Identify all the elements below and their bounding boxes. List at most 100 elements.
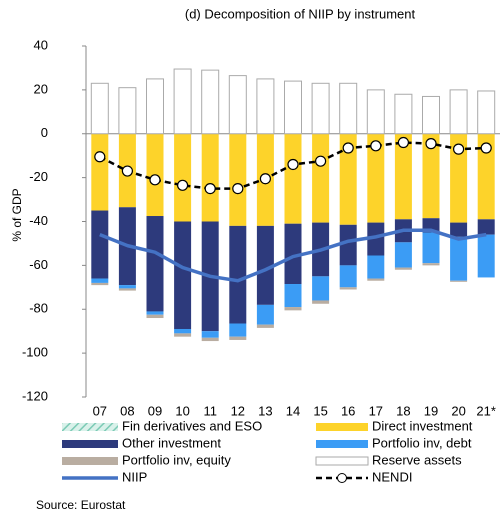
legend-label: Fin derivatives and ESO: [122, 418, 262, 433]
bar-segment: [450, 236, 468, 281]
bar-segment: [229, 323, 247, 337]
bar-segment: [146, 314, 164, 319]
source: Source: Eurostat: [36, 498, 126, 512]
bar-segment: [91, 282, 109, 286]
bar-segment: [367, 222, 385, 256]
legend-swatch: [316, 423, 368, 431]
bar-segment: [450, 280, 468, 282]
legend-swatch: [62, 457, 118, 465]
line-marker: [370, 140, 382, 152]
line-marker: [315, 155, 327, 167]
y-tick-label: -20: [29, 169, 48, 184]
bar-segment: [284, 133, 302, 224]
x-tick-label: 08: [120, 403, 134, 418]
x-tick-label: 09: [148, 403, 162, 418]
bar-segment: [256, 324, 274, 328]
bar-segment: [312, 300, 330, 304]
line-marker: [287, 158, 299, 171]
bar-segment: [366, 89, 385, 135]
y-tick-label: -80: [29, 301, 48, 316]
legend-label: NENDI: [372, 469, 412, 484]
x-tick-label: 16: [341, 403, 355, 418]
bar-segment: [284, 80, 302, 135]
line-marker: [342, 142, 354, 154]
legend-label: Other investment: [122, 435, 221, 450]
bar-segment: [146, 216, 164, 312]
y-tick-label: 20: [34, 81, 48, 96]
bar-segment: [284, 223, 302, 285]
bar-segment: [477, 219, 495, 235]
bar-segment: [173, 68, 192, 135]
bar-segment: [422, 133, 440, 219]
x-tick-label: 07: [93, 403, 107, 418]
bar-segment: [91, 133, 109, 211]
x-tick-label: 12: [231, 403, 245, 418]
bar-segment: [394, 242, 412, 268]
line-marker: [453, 143, 465, 155]
bar-segment: [339, 287, 357, 290]
line-marker: [94, 151, 106, 163]
legend-swatch: [316, 440, 368, 448]
bar-segment: [90, 82, 109, 135]
x-tick-label: 10: [175, 403, 189, 418]
legend-swatch: [315, 456, 369, 466]
y-tick-label: -100: [22, 345, 48, 360]
line-marker: [149, 174, 161, 186]
bar-segment: [311, 82, 330, 135]
bar-segment: [339, 133, 357, 225]
bar-segment: [146, 311, 164, 315]
line-marker: [121, 165, 134, 177]
bar-segment: [256, 225, 274, 305]
x-tick-label: 14: [286, 403, 300, 418]
x-tick-label: 13: [258, 403, 272, 418]
line-marker: [480, 142, 492, 154]
x-tick-label: 21*: [476, 403, 496, 418]
bar-segment: [284, 307, 302, 311]
legend-label: NIIP: [122, 469, 147, 484]
bar-segment: [477, 234, 495, 278]
bar-segment: [367, 278, 385, 281]
line-marker: [177, 179, 189, 191]
bar-segment: [174, 221, 192, 329]
line-marker: [425, 138, 437, 150]
line: [99, 228, 487, 283]
legend-swatch: [62, 440, 118, 448]
bar-segment: [422, 263, 440, 266]
y-tick-label: 0: [41, 125, 48, 140]
y-tick-label: -40: [29, 213, 48, 228]
x-tick-label: 18: [396, 403, 410, 418]
bar-segment: [339, 224, 357, 266]
bar-segment: [339, 265, 357, 288]
bar-segment: [201, 337, 219, 342]
legend-label: Portfolio inv, debt: [372, 435, 472, 450]
bar-segment: [394, 133, 412, 220]
legend-label: Portfolio inv, equity: [122, 452, 231, 467]
bar-segment: [394, 267, 412, 270]
bar-segment: [449, 89, 468, 135]
legend-swatch: [62, 423, 118, 431]
bar-segment: [91, 278, 109, 283]
bar-segment: [312, 133, 330, 223]
x-tick-label: 19: [424, 403, 438, 418]
legend-marker: [337, 473, 347, 483]
x-tick-label: 11: [203, 403, 217, 418]
x-tick-label: 15: [313, 403, 327, 418]
x-tick-label: 17: [369, 403, 383, 418]
y-axis-label: % of GDP: [10, 188, 24, 241]
y-tick-label: -120: [22, 388, 48, 403]
bar-segment: [367, 255, 385, 279]
bar-segment: [174, 133, 192, 222]
bar-segment: [201, 331, 219, 338]
bar-segment: [477, 133, 495, 220]
bar-segment: [339, 82, 358, 135]
bar-segment: [284, 284, 302, 308]
bar-segment: [91, 210, 109, 279]
legend-label: Reserve assets: [372, 452, 462, 467]
line-marker: [259, 173, 271, 185]
bar-segment: [118, 288, 136, 291]
bar-segment: [229, 336, 247, 340]
bar-segment: [174, 333, 192, 337]
bar-segment: [146, 78, 164, 135]
bar-segment: [450, 222, 468, 237]
